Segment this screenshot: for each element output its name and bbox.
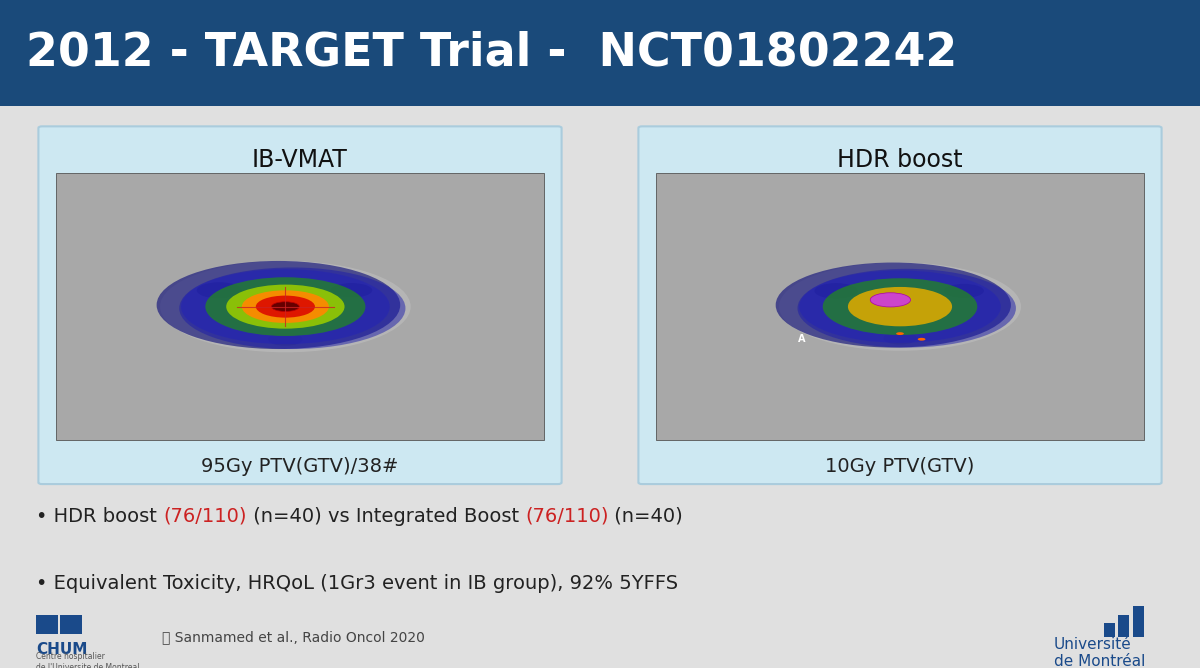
- Ellipse shape: [157, 261, 401, 349]
- Ellipse shape: [268, 333, 302, 346]
- Ellipse shape: [870, 293, 911, 307]
- Ellipse shape: [943, 284, 984, 298]
- Ellipse shape: [775, 263, 1010, 347]
- Ellipse shape: [197, 282, 242, 299]
- Ellipse shape: [240, 311, 262, 319]
- Text: 📖 Sanmamed et al., Radio Oncol 2020: 📖 Sanmamed et al., Radio Oncol 2020: [162, 630, 425, 644]
- FancyBboxPatch shape: [38, 126, 562, 484]
- Text: (n=40) vs Integrated Boost: (n=40) vs Integrated Boost: [247, 506, 526, 526]
- Ellipse shape: [815, 283, 858, 299]
- FancyBboxPatch shape: [638, 126, 1162, 484]
- Text: (76/110): (76/110): [526, 506, 608, 526]
- Ellipse shape: [823, 279, 977, 335]
- Bar: [36, 615, 58, 634]
- Text: • Equivalent Toxicity, HRQoL (1Gr3 event in IB group), 92% 5YFFS: • Equivalent Toxicity, HRQoL (1Gr3 event…: [36, 574, 678, 593]
- Ellipse shape: [883, 332, 917, 345]
- Ellipse shape: [310, 311, 331, 319]
- Ellipse shape: [271, 302, 299, 311]
- Ellipse shape: [160, 261, 410, 352]
- Ellipse shape: [331, 283, 372, 298]
- Text: Centre hospitalier
de l'Universite de Montreal: Centre hospitalier de l'Universite de Mo…: [36, 652, 139, 668]
- Text: 95Gy PTV(GTV)/38#: 95Gy PTV(GTV)/38#: [202, 457, 398, 476]
- Text: 2012 - TARGET Trial -  NCT01802242: 2012 - TARGET Trial - NCT01802242: [26, 30, 958, 75]
- Bar: [1104, 623, 1115, 637]
- Text: 10Gy PTV(GTV): 10Gy PTV(GTV): [826, 457, 974, 476]
- Ellipse shape: [779, 263, 1021, 351]
- Bar: [1118, 615, 1129, 637]
- Text: A: A: [798, 333, 805, 343]
- Text: (76/110): (76/110): [163, 506, 247, 526]
- Ellipse shape: [181, 269, 390, 344]
- Ellipse shape: [242, 291, 329, 323]
- Ellipse shape: [799, 271, 1001, 343]
- Bar: [56, 173, 544, 440]
- Ellipse shape: [798, 269, 1016, 347]
- Text: • HDR boost: • HDR boost: [36, 506, 163, 526]
- Ellipse shape: [205, 277, 366, 336]
- Ellipse shape: [857, 311, 876, 319]
- Ellipse shape: [227, 285, 344, 329]
- Text: HDR boost: HDR boost: [838, 148, 962, 172]
- Bar: [1133, 606, 1144, 637]
- Ellipse shape: [256, 296, 314, 317]
- Ellipse shape: [924, 311, 943, 319]
- Bar: [60, 615, 82, 634]
- Bar: [656, 173, 1144, 440]
- Text: Université
de Montréal: Université de Montréal: [1054, 637, 1145, 668]
- Ellipse shape: [848, 287, 952, 326]
- Ellipse shape: [179, 267, 406, 349]
- Text: CHUM: CHUM: [36, 641, 88, 657]
- Text: (n=40): (n=40): [608, 506, 683, 526]
- Ellipse shape: [896, 332, 904, 335]
- Text: IB-VMAT: IB-VMAT: [252, 148, 348, 172]
- Ellipse shape: [918, 338, 925, 341]
